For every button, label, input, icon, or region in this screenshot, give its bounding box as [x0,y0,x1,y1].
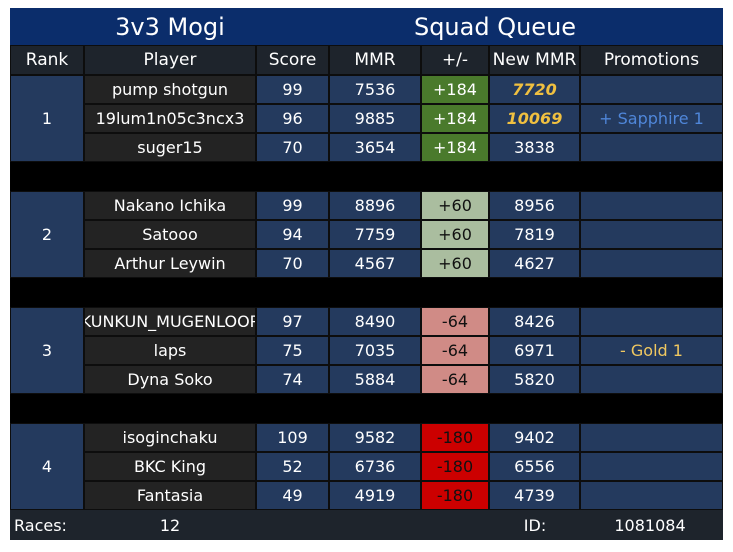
score: 74 [256,365,329,394]
mmr-change: -180 [421,452,489,481]
column-header: Promotions [580,45,723,75]
player-name: isoginchaku [84,423,256,452]
promotion [580,75,723,104]
promotion: + Sapphire 1 [580,104,723,133]
new-mmr: 3838 [489,133,580,162]
new-mmr: 8956 [489,191,580,220]
score: 99 [256,75,329,104]
new-mmr: 7819 [489,220,580,249]
player-name: laps [84,336,256,365]
mmr-change: +184 [421,133,489,162]
mmr: 4567 [329,249,421,278]
mmr-change: +60 [421,249,489,278]
new-mmr: 7720 [489,75,580,104]
mmr-change: -64 [421,307,489,336]
player-name: Arthur Leywin [84,249,256,278]
player-name: Nakano Ichika [84,191,256,220]
new-mmr: 8426 [489,307,580,336]
mmr: 6736 [329,452,421,481]
mmr: 4919 [329,481,421,510]
new-mmr: 4739 [489,481,580,510]
mmr-change: +60 [421,191,489,220]
score: 99 [256,191,329,220]
promotion [580,452,723,481]
column-header: Rank [10,45,84,75]
mmr-change: -64 [421,336,489,365]
mmr: 7035 [329,336,421,365]
mmr-change: -180 [421,423,489,452]
new-mmr: 10069 [489,104,580,133]
player-name: Fantasia [84,481,256,510]
rank-cell: 3 [10,307,84,394]
promotion [580,423,723,452]
mmr: 7536 [329,75,421,104]
title-bar [10,8,723,46]
promotion [580,191,723,220]
score: 94 [256,220,329,249]
races-count: 12 [159,515,181,535]
score: 96 [256,104,329,133]
title-left: 3v3 Mogi [115,13,225,41]
mmr: 3654 [329,133,421,162]
mmr-change: -64 [421,365,489,394]
player-name: 19lum1n05c3ncx3 [84,104,256,133]
score: 109 [256,423,329,452]
mmr: 9885 [329,104,421,133]
column-header: New MMR [489,45,580,75]
mmr-change: +184 [421,104,489,133]
column-header: MMR [329,45,421,75]
mmr: 8896 [329,191,421,220]
score: 52 [256,452,329,481]
score: 70 [256,249,329,278]
score: 75 [256,336,329,365]
rank-cell: 2 [10,191,84,278]
mmr-change: +60 [421,220,489,249]
score: 49 [256,481,329,510]
new-mmr: 6556 [489,452,580,481]
column-header: +/- [421,45,489,75]
player-name: pump shotgun [84,75,256,104]
lobby-id: 1081084 [614,515,686,535]
mmr: 9582 [329,423,421,452]
new-mmr: 4627 [489,249,580,278]
column-header: Score [256,45,329,75]
spacer-row [10,394,723,423]
footer-bar [10,510,723,540]
promotion [580,307,723,336]
column-header: Player [84,45,256,75]
promotion [580,365,723,394]
player-name: KUNKUN_MUGENLOOP [84,307,256,336]
mmr: 8490 [329,307,421,336]
player-name: suger15 [84,133,256,162]
score: 70 [256,133,329,162]
spacer-row [10,162,723,191]
mmr: 7759 [329,220,421,249]
new-mmr: 6971 [489,336,580,365]
id-label: ID: [523,515,547,535]
player-name: Dyna Soko [84,365,256,394]
score: 97 [256,307,329,336]
rank-cell: 1 [10,75,84,162]
mmr-change: +184 [421,75,489,104]
promotion [580,220,723,249]
promotion [580,481,723,510]
mmr: 5884 [329,365,421,394]
player-name: Satooo [84,220,256,249]
races-label: Races: [14,515,67,535]
mmr-change: -180 [421,481,489,510]
promotion [580,133,723,162]
title-right: Squad Queue [413,13,577,41]
promotion [580,249,723,278]
spacer-row [10,278,723,307]
player-name: BKC King [84,452,256,481]
rank-cell: 4 [10,423,84,510]
promotion: - Gold 1 [580,336,723,365]
new-mmr: 5820 [489,365,580,394]
new-mmr: 9402 [489,423,580,452]
